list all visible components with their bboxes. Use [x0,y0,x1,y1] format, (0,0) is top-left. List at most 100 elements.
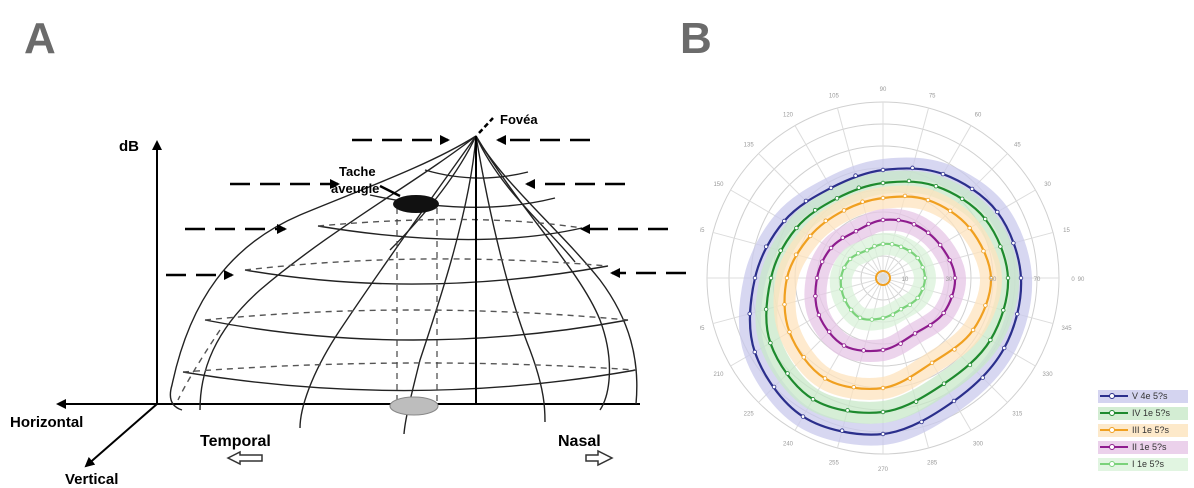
isopter-point [1011,240,1016,246]
legend-label: V 4e 5?s [1132,391,1168,401]
isopter-point [838,275,844,281]
isopter-point [768,275,774,281]
goldmann-perimetry-chart: 0153045607590105120135150165180195210225… [700,87,1188,473]
legend-swatch-bg [1098,458,1188,471]
isopter-point [794,225,799,231]
isopter-point [952,347,957,352]
isopter-point [827,329,832,334]
isopter-point [967,225,972,231]
isopter-point [801,354,807,360]
vertical-label: Vertical [65,471,118,488]
isopter-point [782,218,787,224]
legend-swatch-bg [1098,390,1188,403]
isopter-point [907,376,913,381]
angle-label: 150 [713,182,724,188]
legend-swatch-bg [1098,441,1188,454]
legend: V 4e 5?s IV 1e 5?s III 1e 5?s II 1e 5?s I 1e… [1098,390,1188,471]
blind-spot-pointer [379,184,401,198]
isopters [747,165,1024,437]
angle-label: 195 [700,326,705,332]
angle-label: 105 [829,93,840,99]
isopter-point [857,315,863,321]
isopter-point [988,337,993,343]
isopter-point [810,397,816,402]
isopter-halos [738,157,1033,446]
isopter-point [922,275,928,281]
central-isopter [875,270,891,286]
legend-marker [1109,393,1115,399]
isopter-arrows-right [496,135,686,278]
isopter-arrows-left [166,135,450,280]
isopter-point [800,414,806,419]
isopter-point [880,180,886,186]
legend-label: III 1e 5?s [1132,425,1170,435]
isopter-point [839,428,845,433]
isopter-point [920,286,925,291]
isopter-point [771,384,777,390]
legend-marker [1109,410,1115,416]
isopter-point [949,294,954,299]
angle-label: 75 [929,93,936,99]
angle-label: 270 [878,467,889,473]
angle-label: 240 [783,442,794,448]
ring-label: 90 [1078,277,1085,283]
isopter-point [998,244,1003,249]
isopter-point [898,244,904,250]
isopter-point [787,329,792,335]
horizontal-label: Horizontal [10,414,83,431]
isopter-point [951,398,957,404]
hill-surface [169,135,638,435]
isopter-point [841,343,847,348]
isopter-point [913,399,919,404]
angle-label: 30 [1044,182,1051,188]
isopter-point [828,185,834,191]
isopter-point [890,312,896,317]
isopter-point [925,197,931,203]
isopter-point [910,165,915,171]
isopter-point [889,241,895,247]
legend-marker [1109,461,1115,467]
isopter-point [906,178,912,184]
grid-spoke [882,231,1054,279]
legend-swatch-bg [1098,424,1188,437]
isopter-point [752,349,758,355]
ring-label: 50 [990,277,997,283]
isopter-point [920,265,925,270]
panel-b-letter: B [680,14,712,63]
hill-of-vision-diagram: dB Fovéa Tache aveugle Horizontal Vertic… [10,112,686,488]
isopter-point [853,173,858,178]
isopter-point [839,286,844,292]
isopter-point [959,196,965,202]
angle-label: 165 [700,228,705,234]
isopter-point [933,184,939,189]
isopter-point [860,199,865,204]
isopter-point [808,233,813,239]
isopter-point [1001,308,1006,313]
isopter-point [819,259,825,264]
isopter-point [967,362,973,368]
isopter-point [947,208,953,214]
blind-spot-base [389,396,439,416]
ring-label: 30 [946,277,953,283]
isopter-point [980,375,985,380]
isopter-point [793,252,799,257]
isopter-point [841,208,847,213]
isopter-point [880,385,886,391]
isopter-point [947,257,952,263]
angle-label: 135 [744,143,755,149]
isopter-point [952,275,958,281]
fovea-pointer [478,117,494,134]
angle-label: 0 [1071,277,1075,283]
angle-label: 15 [1063,228,1070,234]
isopter-point [880,347,886,353]
isopter-point [845,408,850,413]
isopter-point [828,245,834,251]
isopter-point [856,251,861,256]
isopter-point [919,419,924,425]
isopter-point [911,222,917,227]
angle-label: 345 [1062,326,1073,332]
isopter-point [988,275,994,281]
isopter-point [880,409,886,415]
isopter-point [803,198,809,204]
isopter-point [864,248,870,253]
